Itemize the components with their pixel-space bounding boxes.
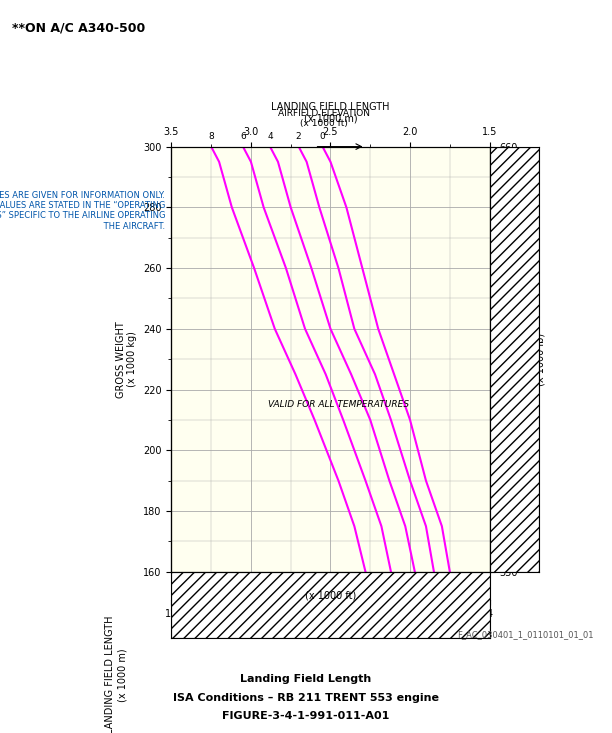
Y-axis label: GROSS WEIGHT
(x 1000 kg): GROSS WEIGHT (x 1000 kg): [116, 321, 138, 397]
Text: (x 1000 ft): (x 1000 ft): [305, 590, 356, 600]
Text: FIGURE-3-4-1-991-011-A01: FIGURE-3-4-1-991-011-A01: [222, 711, 390, 721]
Text: LANDING FIELD LENGTH
(x 1000 m): LANDING FIELD LENGTH (x 1000 m): [105, 616, 127, 733]
Text: 6: 6: [240, 131, 246, 141]
Text: 2: 2: [296, 131, 302, 141]
Text: 4: 4: [267, 131, 273, 141]
X-axis label: LANDING FIELD LENGTH
(x 1000 m): LANDING FIELD LENGTH (x 1000 m): [271, 102, 390, 123]
Text: NOTE:  THESE CURVES ARE GIVEN FOR INFORMATION ONLY.
         THE APPROVED VALUES: NOTE: THESE CURVES ARE GIVEN FOR INFORMA…: [0, 191, 165, 231]
Y-axis label: GROSS WEIGHT
(x 1000 lb): GROSS WEIGHT (x 1000 lb): [523, 321, 545, 397]
Text: F_AC_030401_1_0110101_01_01: F_AC_030401_1_0110101_01_01: [457, 630, 594, 639]
Text: 8: 8: [208, 131, 214, 141]
Text: VALID FOR ALL TEMPERATURES: VALID FOR ALL TEMPERATURES: [268, 400, 409, 409]
Text: Landing Field Length: Landing Field Length: [241, 674, 371, 685]
Text: AIRFIELD ELEVATION
(x 1000 ft): AIRFIELD ELEVATION (x 1000 ft): [278, 109, 370, 128]
Text: ISA Conditions – RB 211 TRENT 553 engine: ISA Conditions – RB 211 TRENT 553 engine: [173, 693, 439, 703]
Text: **ON A/C A340-500: **ON A/C A340-500: [12, 22, 146, 35]
Text: 0: 0: [319, 131, 326, 141]
